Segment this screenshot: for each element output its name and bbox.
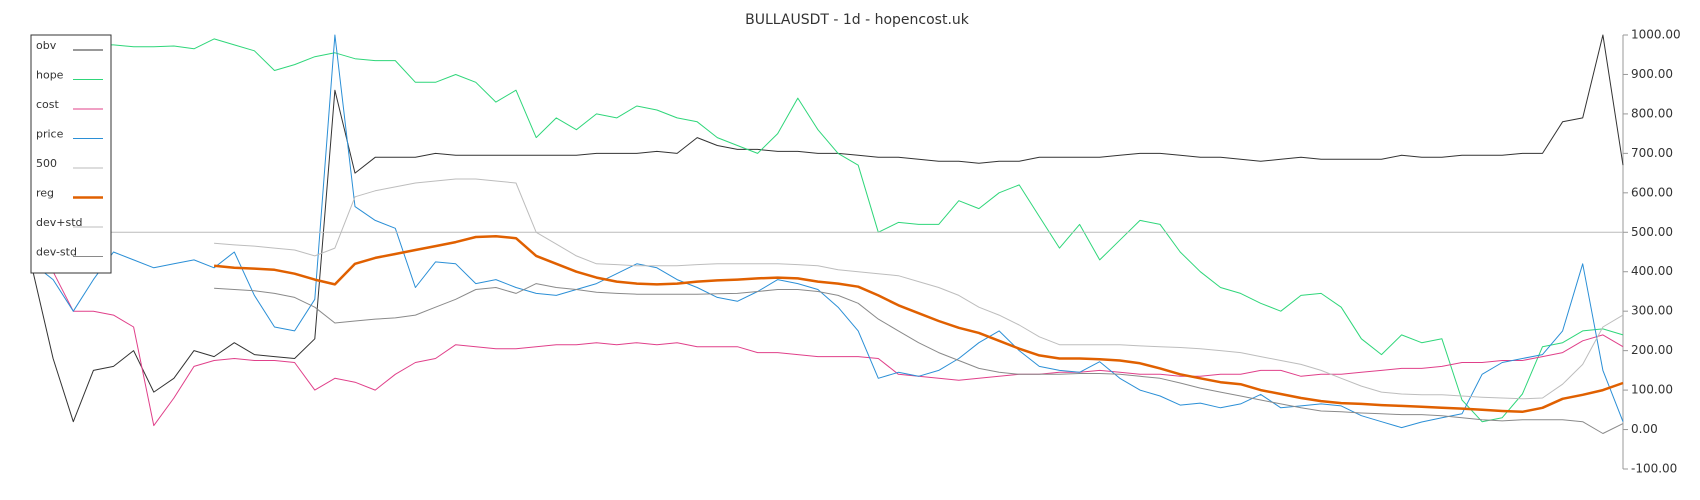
series-line [213,234,1624,414]
legend-label: cost [36,98,60,111]
y-tick-label: 600.00 [1631,185,1673,199]
legend-box [30,34,112,274]
legend-label: dev+std [36,216,83,229]
series-line [32,34,1624,423]
legend-label: reg [36,187,54,200]
y-tick-label: 0.00 [1631,422,1658,436]
y-tick-label: 900.00 [1631,67,1673,81]
y-tick-label: 700.00 [1631,146,1673,160]
y-tick-label: 1000.00 [1631,28,1681,42]
legend-label: hope [36,69,64,82]
series-line [214,178,1624,400]
legend-label: price [36,128,64,141]
y-tick-label: 500.00 [1631,225,1673,239]
y-tick-label: 100.00 [1631,383,1673,397]
series-line [32,34,1624,429]
y-tick-label: 300.00 [1631,304,1673,318]
legend-label: dev-std [36,246,77,259]
series-line [33,38,1624,423]
y-tick-label: 200.00 [1631,343,1673,357]
y-tick-label: 400.00 [1631,264,1673,278]
series-line [32,251,1624,427]
chart-title: BULLAUSDT - 1d - hopencost.uk [745,12,970,28]
series-line [214,283,1624,434]
legend-label: 500 [36,157,57,170]
y-tick-label: -100.00 [1631,462,1677,476]
y-tick-label: 800.00 [1631,106,1673,120]
legend-label: obv [36,39,57,52]
